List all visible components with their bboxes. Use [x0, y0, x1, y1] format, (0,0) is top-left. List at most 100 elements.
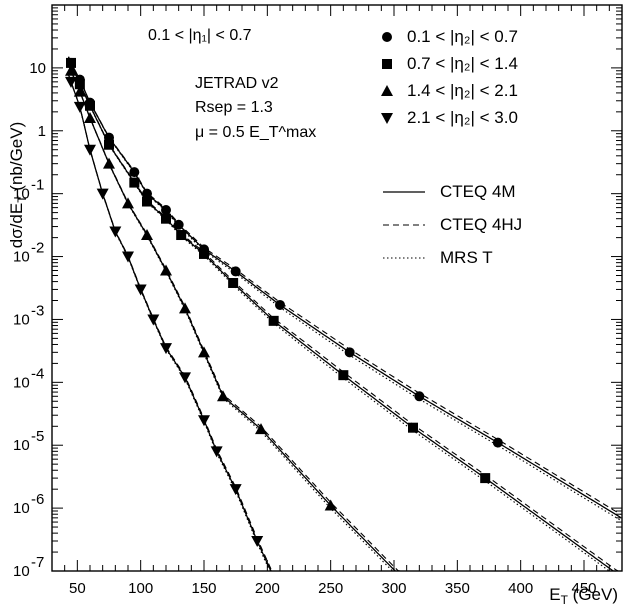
data-point [65, 64, 77, 76]
annotation-scale: μ = 0.5 E_T^max [195, 124, 316, 141]
data-point [408, 422, 418, 433]
data-point [210, 446, 223, 458]
x-tick-label: 300 [381, 580, 406, 597]
data-point [161, 213, 171, 224]
y-tick-label: 10 [13, 249, 30, 266]
tick-labels: 50 100 150 200 250 300 350 400 45010-710-610-510… [13, 60, 597, 597]
data-point [142, 188, 152, 199]
data-point [268, 315, 279, 326]
y-tick-label: 10 [13, 374, 30, 391]
y-axis-title: dσ/dET (nb/GeV) [7, 122, 29, 249]
legend-label: 2.1 < |η₂| < 3.0 [407, 108, 518, 127]
data-point [96, 188, 109, 200]
data-point [344, 347, 355, 358]
legend-label: 1.4 < |η₂| < 2.1 [407, 81, 518, 100]
data-point [134, 284, 147, 296]
data-point [104, 139, 114, 150]
y-tick-label: 10 [13, 311, 30, 328]
x-axis-title: ET (GeV) [549, 585, 618, 607]
y-tick-exponent: -2 [31, 240, 44, 257]
data-point [73, 85, 86, 97]
y-tick-exponent: -4 [31, 365, 44, 382]
legend-label: 0.7 < |η₂| < 1.4 [407, 54, 518, 73]
legend-marker [382, 32, 392, 42]
data-point [229, 484, 242, 496]
annotation-rsep: Rsep = 1.3 [195, 99, 273, 116]
y-tick-label: 10 [13, 500, 30, 517]
ticks [51, 5, 623, 572]
y-tick-label: 10 [13, 563, 30, 580]
curve-mrs-t [67, 56, 611, 572]
legend-label: CTEQ 4HJ [440, 215, 522, 234]
data-points [65, 57, 503, 547]
data-point [84, 144, 96, 156]
annotation-program: JETRAD v2 [195, 75, 279, 92]
data-point [217, 390, 229, 402]
data-point [480, 473, 491, 484]
y-tick-label: 10 [29, 60, 46, 77]
x-tick-label: 50 [69, 580, 86, 597]
x-tick-label: 150 [191, 580, 216, 597]
plot-frame [51, 4, 623, 572]
data-point [129, 177, 140, 188]
data-point [129, 167, 140, 178]
y-tick-exponent: -3 [31, 302, 44, 319]
data-point [147, 314, 160, 326]
data-point [179, 302, 191, 314]
data-point [492, 437, 503, 448]
data-point [198, 346, 210, 358]
data-point [109, 226, 122, 238]
curve-cteq-4m [67, 74, 272, 572]
curve-cteq-4hj [67, 74, 275, 572]
data-point [275, 299, 285, 310]
data-point [66, 57, 76, 68]
y-tick-label: 10 [13, 437, 30, 454]
data-point [176, 230, 187, 241]
x-tick-label: 250 [318, 580, 343, 597]
annotation-eta1: 0.1 < |η₁| < 0.7 [148, 27, 252, 44]
curve-cteq-4hj [67, 64, 401, 572]
legend-label: MRS T [440, 248, 493, 267]
legend-marker [381, 85, 393, 96]
legend-label: 0.1 < |η₂| < 0.7 [407, 27, 518, 46]
y-tick-exponent: -1 [31, 177, 44, 194]
data-point [230, 266, 241, 277]
data-point [251, 535, 264, 547]
data-point [122, 197, 134, 209]
legend-marker [382, 59, 392, 69]
data-point [160, 343, 172, 355]
data-point [324, 499, 337, 511]
theory-curves [67, 56, 622, 572]
data-point [160, 264, 172, 276]
x-tick-label: 450 [571, 580, 596, 597]
data-point [103, 157, 115, 169]
y-tick-exponent: -7 [31, 554, 44, 571]
data-point [84, 111, 96, 123]
data-point [179, 372, 191, 384]
data-point [161, 204, 171, 215]
legend-marker [381, 113, 393, 124]
data-point [73, 101, 86, 113]
legend-label: CTEQ 4M [440, 182, 516, 201]
x-tick-label: 100 [128, 580, 153, 597]
data-point [142, 196, 152, 207]
y-tick-exponent: -6 [31, 491, 44, 508]
curve-mrs-t [67, 74, 272, 572]
curve-cteq-4m [67, 57, 622, 519]
x-tick-label: 400 [508, 580, 533, 597]
data-point [414, 391, 425, 402]
curve-cteq-4m [67, 64, 396, 572]
data-point [74, 79, 85, 90]
data-point [228, 277, 239, 288]
legend: 0.1 < |η₂| < 0.7 0.7 < |η₂| < 1.4 1.4 < |η… [381, 27, 522, 267]
y-tick-label: 10 [13, 186, 30, 203]
data-point [255, 423, 267, 435]
data-point [141, 229, 153, 241]
data-point [122, 251, 134, 263]
x-tick-label: 200 [255, 580, 280, 597]
data-point [65, 76, 77, 88]
data-point [173, 219, 184, 230]
data-point [85, 100, 95, 111]
data-point [338, 370, 349, 381]
